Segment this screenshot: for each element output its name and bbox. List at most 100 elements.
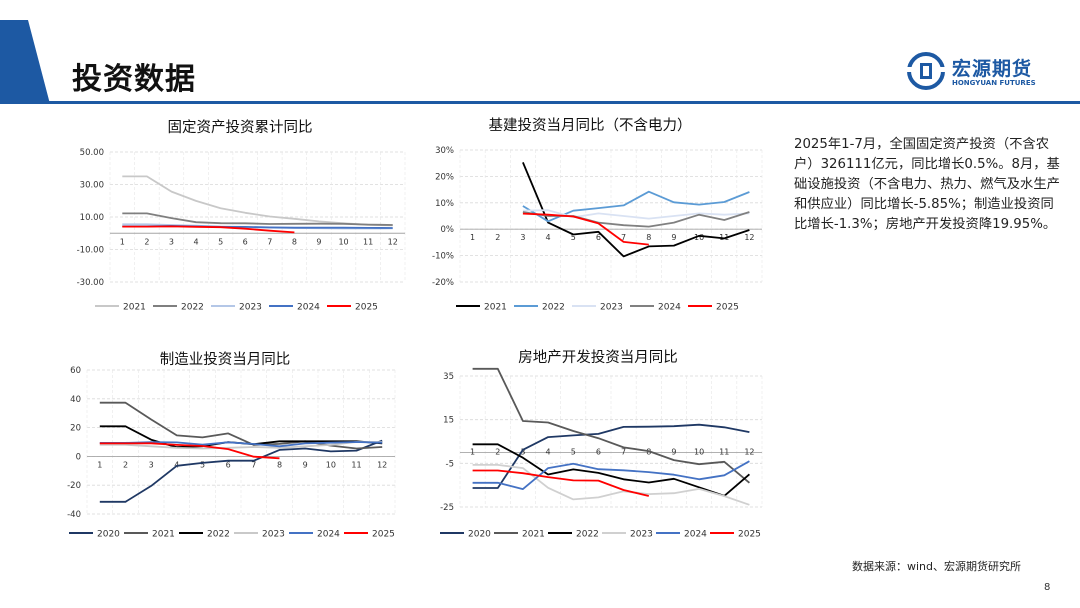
legend-label: 2024	[684, 530, 707, 540]
y-tick-label: 30%	[435, 146, 454, 156]
infrastructure-monthly-chart: 基建投资当月同比（不含电力）-20%-10%0%10%20%30%1 2 3 4 5 6 7…	[432, 117, 763, 313]
chart-title: 基建投资当月同比（不含电力）	[489, 117, 692, 134]
chart-title: 房地产开发投资当月同比	[518, 349, 678, 366]
legend-label: 2025	[738, 530, 761, 540]
y-tick-label: 20%	[435, 172, 454, 182]
x-tick-label: 10	[694, 233, 704, 242]
legend-label: 2020	[468, 530, 491, 540]
x-tick-label: 9	[316, 237, 321, 246]
y-tick-label: 10.00	[80, 213, 104, 223]
series-line-2025	[122, 225, 295, 234]
x-tick-label: 1	[470, 233, 475, 242]
series-line-2023	[99, 441, 383, 450]
y-tick-label: 50.00	[80, 148, 104, 158]
x-tick-label: 8	[277, 460, 282, 469]
legend-label: 2024	[317, 530, 340, 540]
legend-label: 2022	[181, 303, 204, 313]
x-tick-label: 2	[144, 237, 149, 246]
y-tick-label: -25	[440, 503, 454, 513]
y-tick-label: 35	[443, 372, 454, 382]
x-tick-label: 11	[351, 460, 361, 469]
logo-mark-icon	[906, 52, 946, 90]
series-line-2022	[472, 443, 750, 497]
y-tick-label: -20	[67, 481, 81, 491]
x-tick-label: 2	[123, 460, 128, 469]
legend-label: 2021	[522, 530, 545, 540]
series-line-2020	[99, 439, 383, 503]
x-tick-label: 3	[149, 460, 154, 469]
x-tick-label: 6	[596, 233, 601, 242]
y-tick-label: 15	[443, 416, 454, 426]
y-tick-label: 30.00	[80, 181, 104, 191]
legend-label: 2023	[600, 303, 623, 313]
commentary-text: 2025年1-7月，全国固定资产投资（不含农户）326111亿元，同比增长0.5…	[794, 137, 1060, 232]
logo-text-en: HONGYUAN FUTURES	[952, 79, 1036, 87]
x-tick-label: 1	[120, 237, 125, 246]
y-tick-label: 20	[70, 424, 81, 434]
legend-label: 2025	[716, 303, 739, 313]
x-tick-label: 3	[520, 233, 525, 242]
legend-label: 2023	[262, 530, 285, 540]
legend-label: 2022	[576, 530, 599, 540]
y-tick-label: -5	[446, 459, 454, 469]
y-tick-label: 40	[70, 395, 81, 405]
x-tick-label: 2	[495, 233, 500, 242]
y-tick-label: 0	[76, 452, 81, 462]
x-tick-label: 9	[671, 447, 676, 456]
logo-text-cn: 宏源期货	[952, 58, 1033, 80]
x-tick-label: 6	[596, 447, 601, 456]
x-tick-label: 10	[326, 460, 336, 469]
x-tick-label: 8	[292, 237, 297, 246]
x-tick-label: 12	[744, 233, 754, 242]
series-line-2023	[472, 464, 750, 506]
chart-title: 制造业投资当月同比	[160, 351, 291, 368]
x-tick-label: 5	[571, 233, 576, 242]
series-line-2025	[99, 442, 280, 460]
x-tick-label: 1	[470, 447, 475, 456]
y-tick-label: -30.00	[77, 278, 104, 288]
legend-label: 2021	[484, 303, 507, 313]
legend-label: 2023	[630, 530, 653, 540]
x-tick-label: 10	[694, 447, 704, 456]
y-tick-label: -20%	[432, 278, 454, 288]
series-line-2024	[472, 460, 750, 490]
x-tick-label: 6	[243, 237, 248, 246]
x-tick-label: 4	[193, 237, 198, 246]
chart-title: 固定资产投资累计同比	[168, 119, 313, 136]
series-line-2025	[472, 469, 650, 497]
series-line-2021	[99, 401, 383, 450]
header-accent-shape	[0, 20, 50, 104]
y-tick-label: -10.00	[77, 246, 104, 256]
legend-label: 2021	[152, 530, 175, 540]
legend-label: 2022	[207, 530, 230, 540]
x-tick-label: 3	[169, 237, 174, 246]
x-tick-label: 3	[520, 447, 525, 456]
legend-label: 2023	[239, 303, 262, 313]
header-divider	[0, 101, 1080, 104]
x-tick-label: 9	[303, 460, 308, 469]
x-tick-label: 6	[226, 460, 231, 469]
x-tick-label: 5	[200, 460, 205, 469]
legend-label: 2022	[542, 303, 565, 313]
y-tick-label: 10%	[435, 199, 454, 209]
x-tick-label: 12	[377, 460, 387, 469]
x-tick-label: 7	[267, 237, 272, 246]
series-line-2024	[99, 441, 383, 448]
x-tick-label: 5	[571, 447, 576, 456]
series-line-2021	[472, 367, 750, 484]
x-tick-label: 10	[338, 237, 348, 246]
legend-label: 2021	[123, 303, 146, 313]
y-tick-label: 60	[70, 366, 81, 376]
legend-label: 2025	[372, 530, 395, 540]
fai-cumulative-chart: 固定资产投资累计同比 -30.00 -10.00 10.00 30.00 50.00 1 2 3…	[77, 119, 406, 313]
x-tick-label: 7	[621, 447, 626, 456]
x-tick-label: 11	[363, 237, 373, 246]
x-tick-label: 7	[251, 460, 256, 469]
series-line-2021	[522, 162, 750, 258]
y-tick-label: -10%	[432, 252, 454, 262]
y-tick-label: -40	[67, 510, 81, 520]
x-tick-label: 7	[621, 233, 626, 242]
x-tick-label: 1	[97, 460, 102, 469]
